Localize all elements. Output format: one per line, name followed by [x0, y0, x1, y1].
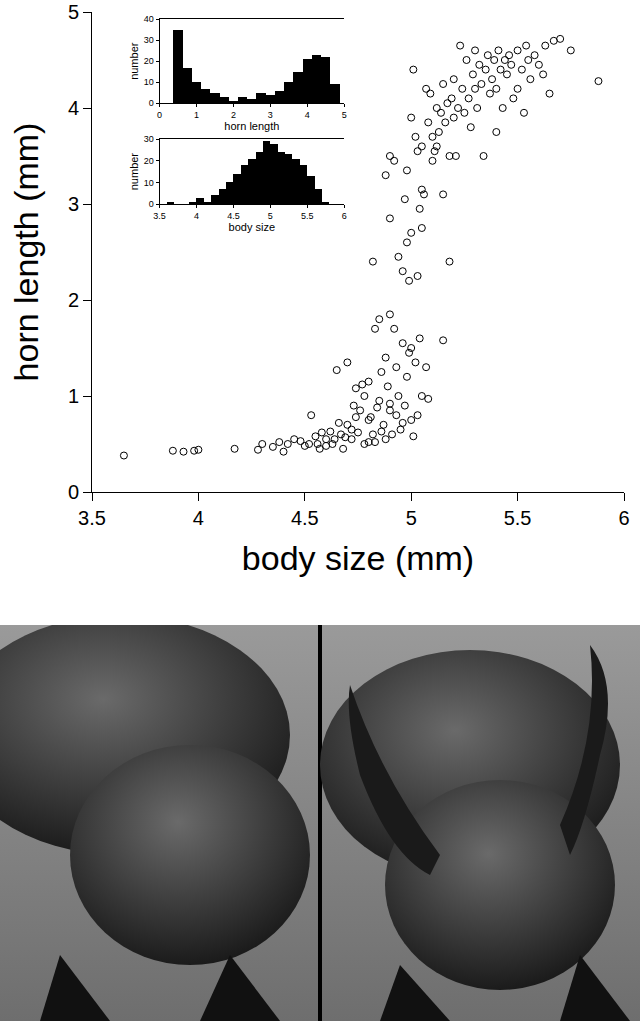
- svg-text:2: 2: [68, 289, 79, 311]
- svg-text:30: 30: [144, 35, 154, 45]
- svg-text:3.5: 3.5: [153, 211, 166, 221]
- svg-text:4.5: 4.5: [227, 211, 240, 221]
- svg-text:10: 10: [144, 178, 154, 188]
- svg-text:body size: body size: [229, 221, 275, 233]
- svg-text:horn length (mm): horn length (mm): [7, 123, 45, 382]
- svg-text:5: 5: [68, 1, 79, 23]
- svg-text:20: 20: [144, 56, 154, 66]
- svg-text:4: 4: [68, 97, 79, 119]
- svg-text:number: number: [128, 42, 140, 80]
- svg-text:4.5: 4.5: [291, 507, 319, 529]
- svg-text:body size (mm): body size (mm): [242, 539, 474, 577]
- svg-text:number: number: [128, 153, 140, 191]
- svg-text:5: 5: [342, 110, 347, 120]
- svg-text:1: 1: [194, 110, 199, 120]
- svg-text:5: 5: [406, 507, 417, 529]
- svg-text:6: 6: [618, 507, 629, 529]
- svg-text:4: 4: [194, 211, 199, 221]
- svg-text:1: 1: [68, 385, 79, 407]
- svg-text:0: 0: [68, 481, 79, 503]
- svg-text:6: 6: [342, 211, 347, 221]
- svg-text:5.5: 5.5: [504, 507, 532, 529]
- svg-text:0: 0: [149, 98, 154, 108]
- svg-text:30: 30: [144, 134, 154, 144]
- svg-text:4: 4: [305, 110, 310, 120]
- svg-text:5: 5: [268, 211, 273, 221]
- svg-text:horn length: horn length: [224, 120, 279, 132]
- svg-text:4: 4: [193, 507, 204, 529]
- svg-text:0: 0: [157, 110, 162, 120]
- svg-text:40: 40: [144, 14, 154, 24]
- svg-text:3: 3: [268, 110, 273, 120]
- svg-text:5.5: 5.5: [301, 211, 314, 221]
- svg-text:2: 2: [231, 110, 236, 120]
- svg-text:3.5: 3.5: [78, 507, 106, 529]
- svg-text:3: 3: [68, 193, 79, 215]
- svg-text:0: 0: [149, 199, 154, 209]
- svg-text:10: 10: [144, 77, 154, 87]
- svg-text:20: 20: [144, 156, 154, 166]
